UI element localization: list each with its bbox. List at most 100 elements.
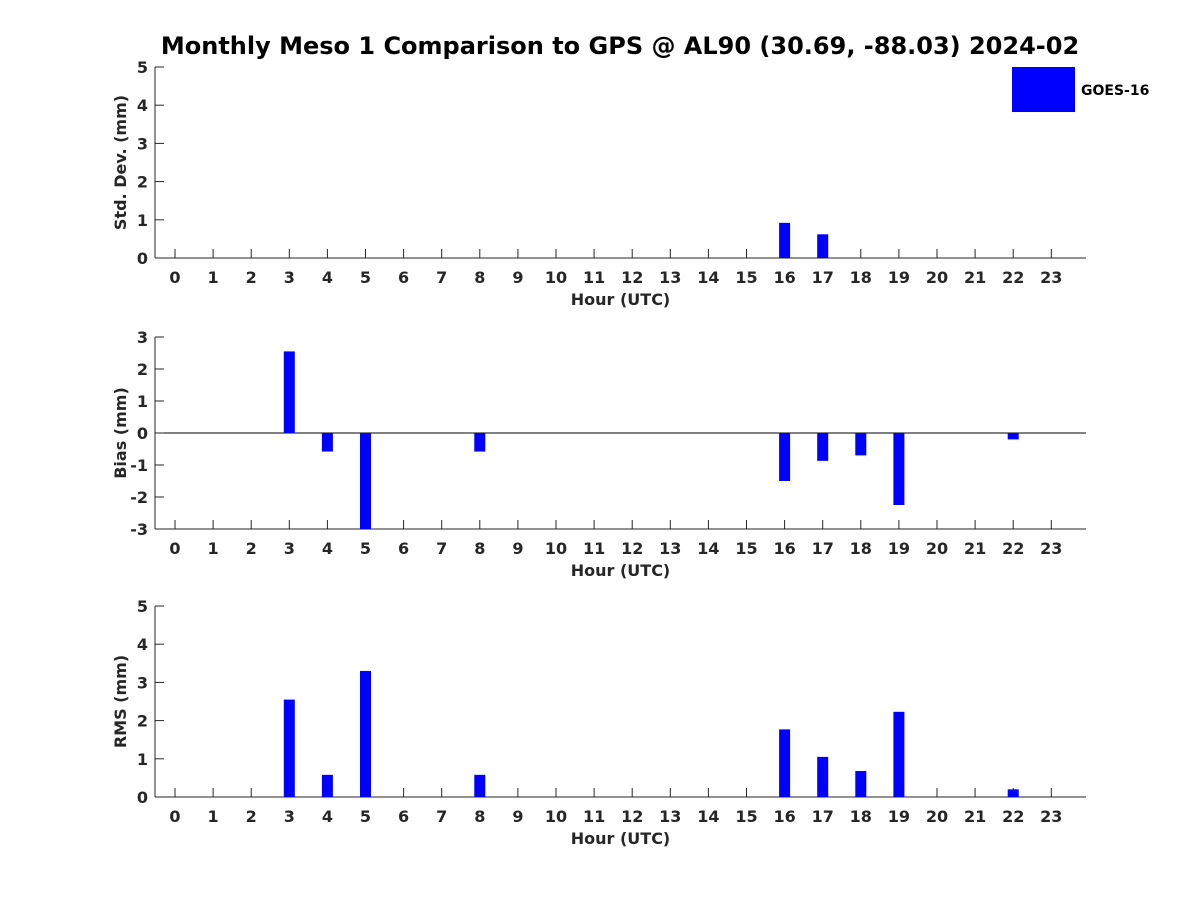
x-tick-label: 5 — [360, 807, 371, 826]
bar-hour-17 — [817, 433, 829, 461]
bar-hour-18 — [855, 771, 867, 797]
x-tick-label: 7 — [436, 268, 447, 287]
x-tick-label: 12 — [621, 268, 643, 287]
y-tick-label: 1 — [137, 750, 148, 769]
x-tick-label: 6 — [398, 268, 409, 287]
x-tick-label: 14 — [697, 268, 719, 287]
x-tick-label: 11 — [583, 268, 605, 287]
bar-hour-5 — [360, 433, 371, 529]
x-tick-label: 11 — [583, 807, 605, 826]
x-tick-label: 11 — [583, 539, 605, 558]
bar-hour-3 — [283, 699, 295, 797]
legend-swatch — [1012, 67, 1075, 112]
y-tick-label: 4 — [137, 96, 148, 115]
x-tick-label: 21 — [964, 268, 986, 287]
y-tick-label: 0 — [137, 249, 148, 268]
x-tick-label: 3 — [284, 268, 295, 287]
bar-hour-8 — [474, 774, 486, 797]
x-tick-label: 22 — [1002, 268, 1024, 287]
x-tick-label: 18 — [850, 539, 872, 558]
x-tick-label: 22 — [1002, 539, 1024, 558]
x-tick-label: 13 — [659, 807, 681, 826]
x-tick-label: 8 — [474, 268, 485, 287]
x-tick-label: 2 — [246, 539, 257, 558]
legend-label: GOES-16 — [1081, 83, 1149, 99]
x-tick-label: 15 — [735, 539, 757, 558]
y-tick-label: 0 — [137, 788, 148, 807]
x-tick-label: 8 — [474, 807, 485, 826]
bar-hour-19 — [893, 711, 905, 797]
x-tick-label: 3 — [284, 539, 295, 558]
y-tick-label: 5 — [137, 58, 148, 77]
x-tick-label: 17 — [812, 807, 834, 826]
x-tick-label: 14 — [697, 807, 719, 826]
bar-hour-4 — [321, 774, 333, 797]
x-tick-label: 20 — [926, 807, 948, 826]
y-tick-label: 0 — [137, 424, 148, 443]
x-tick-label: 7 — [436, 539, 447, 558]
x-tick-label: 10 — [545, 268, 567, 287]
x-tick-label: 6 — [398, 807, 409, 826]
x-tick-label: 4 — [322, 539, 333, 558]
bar-hour-8 — [474, 433, 486, 452]
y-tick-label: 5 — [137, 597, 148, 616]
bar-hour-18 — [855, 433, 867, 456]
x-tick-label: 12 — [621, 807, 643, 826]
x-tick-label: 6 — [398, 539, 409, 558]
bar-hour-5 — [360, 670, 371, 797]
x-tick-label: 1 — [208, 268, 219, 287]
x-tick-label: 21 — [964, 539, 986, 558]
x-tick-label: 4 — [322, 807, 333, 826]
x-tick-label: 17 — [812, 268, 834, 287]
x-tick-label: 1 — [208, 539, 219, 558]
y-tick-label: 4 — [137, 635, 148, 654]
x-tick-label: 23 — [1040, 807, 1062, 826]
x-tick-label: 9 — [512, 268, 523, 287]
y-tick-label: 3 — [137, 673, 148, 692]
y-tick-label: 2 — [137, 173, 148, 192]
x-tick-label: 9 — [512, 539, 523, 558]
bar-hour-22 — [1007, 433, 1019, 440]
bar-hour-17 — [817, 234, 829, 258]
y-axis-label: Bias (mm) — [111, 387, 130, 479]
bar-hour-16 — [779, 729, 791, 797]
x-axis-label: Hour (UTC) — [571, 561, 671, 580]
x-tick-label: 4 — [322, 268, 333, 287]
y-tick-label: 1 — [137, 211, 148, 230]
x-tick-label: 2 — [246, 268, 257, 287]
x-tick-label: 13 — [659, 268, 681, 287]
bar-hour-16 — [779, 433, 791, 481]
y-tick-label: 2 — [137, 712, 148, 731]
x-tick-label: 7 — [436, 807, 447, 826]
x-tick-label: 1 — [208, 807, 219, 826]
y-tick-label: 3 — [137, 134, 148, 153]
x-tick-label: 5 — [360, 539, 371, 558]
chart-title: Monthly Meso 1 Comparison to GPS @ AL90 … — [161, 32, 1079, 60]
y-tick-label: -2 — [130, 488, 148, 507]
x-tick-label: 16 — [773, 807, 795, 826]
x-tick-label: 19 — [888, 268, 910, 287]
x-tick-label: 17 — [812, 539, 834, 558]
x-tick-label: 18 — [850, 268, 872, 287]
y-tick-label: 1 — [137, 392, 148, 411]
x-axis-label: Hour (UTC) — [571, 829, 671, 848]
x-tick-label: 15 — [735, 807, 757, 826]
legend: GOES-16 — [1012, 67, 1149, 112]
y-tick-label: 2 — [137, 360, 148, 379]
bar-hour-4 — [321, 433, 333, 452]
x-tick-label: 18 — [850, 807, 872, 826]
y-tick-label: 3 — [137, 328, 148, 347]
x-tick-label: 23 — [1040, 539, 1062, 558]
x-tick-label: 9 — [512, 807, 523, 826]
y-tick-label: -3 — [130, 520, 148, 539]
x-tick-label: 19 — [888, 807, 910, 826]
x-tick-label: 14 — [697, 539, 719, 558]
x-tick-label: 21 — [964, 807, 986, 826]
x-tick-label: 13 — [659, 539, 681, 558]
x-axis-label: Hour (UTC) — [571, 290, 671, 309]
x-tick-label: 20 — [926, 539, 948, 558]
